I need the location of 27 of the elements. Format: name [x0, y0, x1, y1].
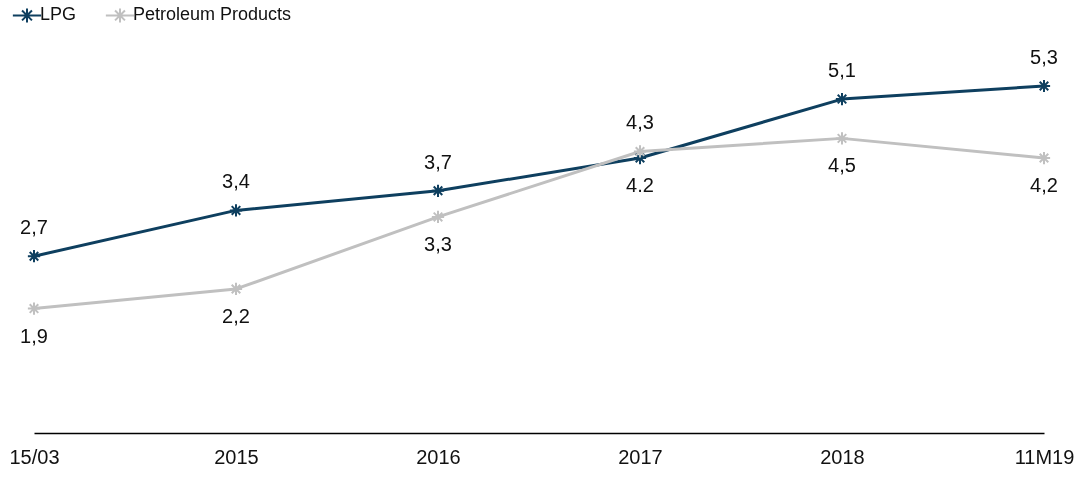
- data-label: 4,3: [626, 111, 654, 134]
- data-label: 4,5: [828, 154, 856, 177]
- data-label: 1,9: [20, 324, 48, 347]
- data-label: 5,3: [1030, 46, 1058, 68]
- data-label: 3,3: [424, 232, 452, 255]
- legend-label: Petroleum Products: [133, 4, 292, 25]
- point: [26, 301, 42, 316]
- x-tick-label: 2015: [214, 445, 259, 468]
- point: [834, 131, 850, 146]
- data-label: 3,4: [222, 170, 250, 193]
- point: [26, 249, 42, 264]
- legend-label: LPG: [40, 4, 77, 25]
- point: [430, 209, 446, 225]
- data-label: 3,7: [424, 150, 452, 173]
- data-label: 4,2: [1030, 174, 1058, 197]
- data-label: 2,2: [222, 304, 250, 327]
- x-tick-label: 15/03: [9, 445, 60, 468]
- point: [228, 203, 244, 218]
- point: [632, 144, 648, 159]
- data-label: 4.2: [626, 174, 654, 197]
- point: [430, 183, 446, 198]
- data-label: 2,7: [20, 216, 48, 239]
- x-tick-label: 2016: [416, 445, 461, 468]
- x-tick-label: 2017: [618, 445, 663, 468]
- data-label: 5,1: [828, 59, 856, 82]
- x-tick-label: 2018: [820, 445, 865, 468]
- x-tick-label: 11M19: [1014, 445, 1075, 468]
